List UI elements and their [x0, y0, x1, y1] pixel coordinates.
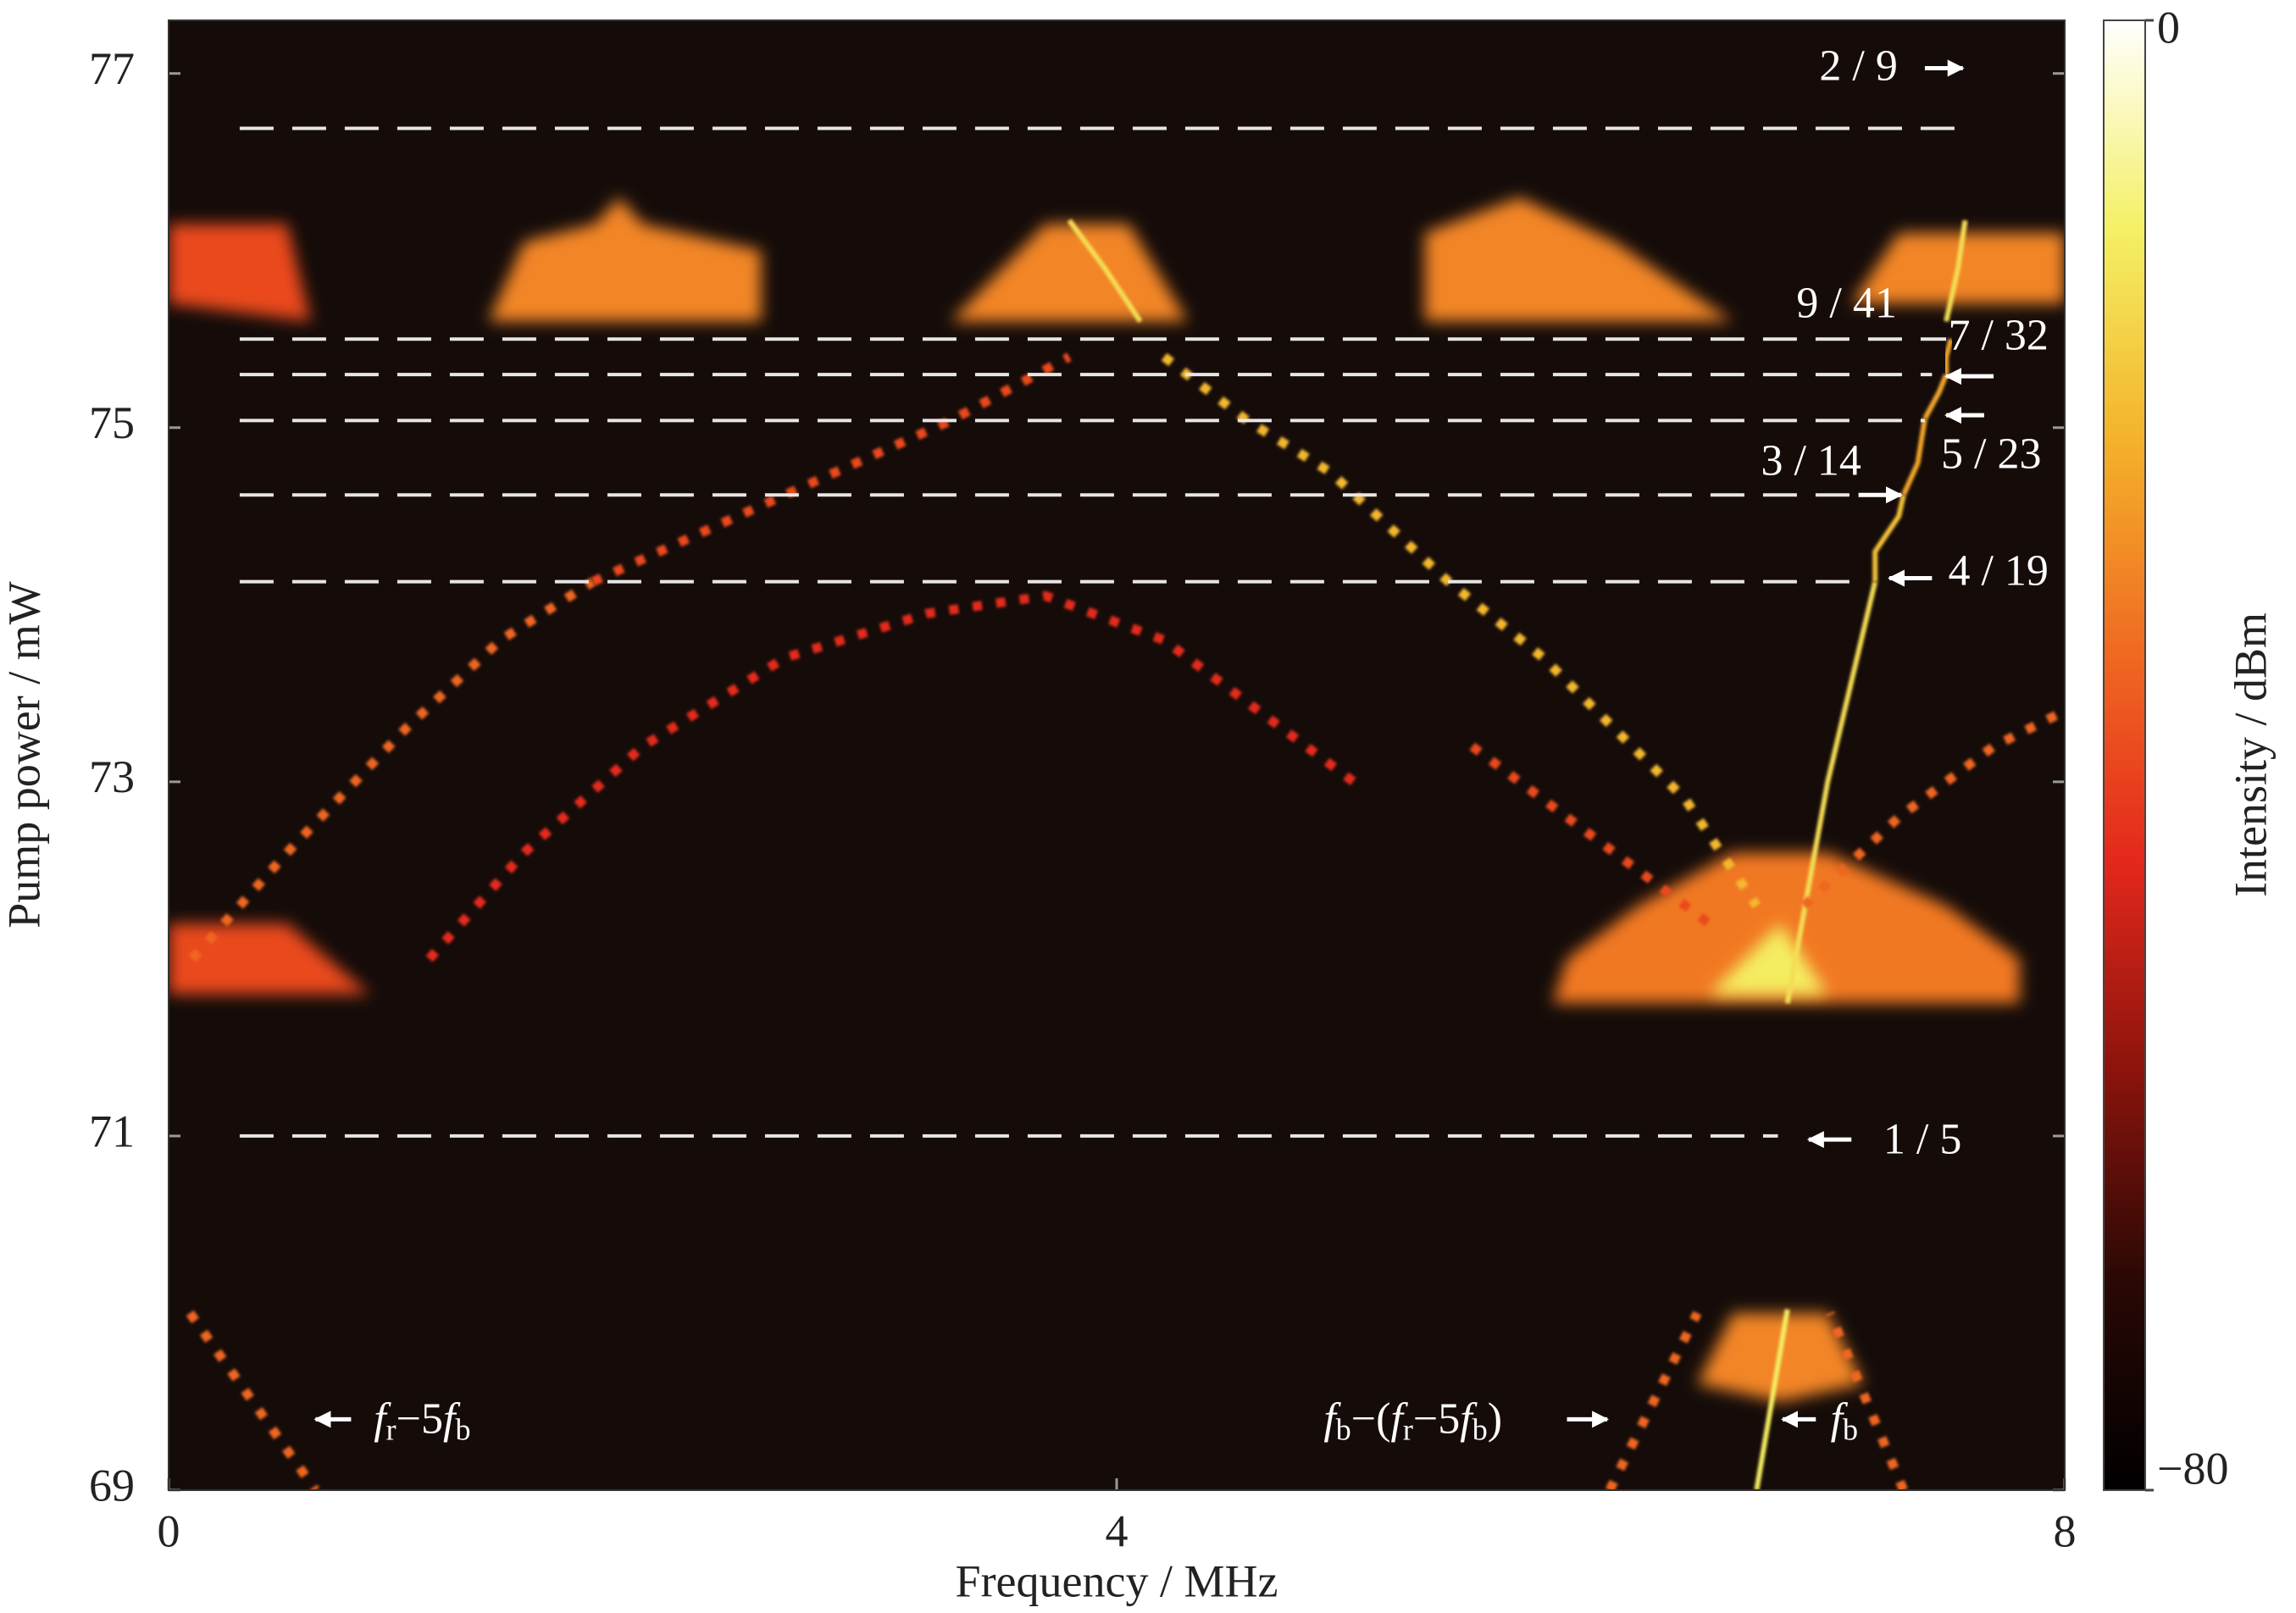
- spectral-trace: [1825, 1311, 1908, 1490]
- spectral-trace: [1754, 1309, 1790, 1490]
- x-axis-title: Frequency / MHz: [956, 1555, 1278, 1606]
- annotation-part: r: [1403, 1413, 1413, 1447]
- intensity-region: [488, 197, 762, 322]
- y-tick-label: 69: [89, 1460, 135, 1510]
- y-tick-label: 73: [89, 751, 135, 802]
- spectral-trace: [1944, 219, 1968, 323]
- annotation: 9 / 41: [1796, 280, 1896, 328]
- plot-area: [169, 20, 2065, 1490]
- annotation: 4 / 19: [1948, 546, 2048, 595]
- annotation-part: 4 / 19: [1948, 546, 2048, 595]
- intensity-region: [169, 923, 370, 995]
- spectral-trace: [1800, 707, 2065, 910]
- annotation: 2 / 9: [1819, 42, 1897, 90]
- annotation-part: −(: [1351, 1395, 1391, 1444]
- y-tick-label: 77: [89, 43, 135, 94]
- annotation: 1 / 5: [1883, 1115, 1961, 1163]
- y-tick-label: 75: [89, 397, 135, 448]
- spectral-trace: [1901, 418, 1927, 496]
- y-axis-title: Pump power / mW: [0, 581, 49, 928]
- spectral-trace: [188, 577, 596, 962]
- x-tick-label: 0: [158, 1505, 180, 1556]
- spectral-trace: [1872, 494, 1906, 582]
- annotation-part: 7 / 32: [1948, 311, 2048, 359]
- colorbar-tick-label: −80: [2157, 1443, 2228, 1494]
- intensity-region: [169, 224, 311, 322]
- intensity-region: [1709, 923, 1828, 995]
- annotation: 7 / 32: [1948, 311, 2048, 359]
- annotation-part: ): [1488, 1395, 1502, 1444]
- annotation: 3 / 14: [1761, 437, 1861, 485]
- spectral-trace: [1784, 580, 1878, 1004]
- x-tick-label: 8: [2054, 1505, 2077, 1556]
- y-tick-label: 71: [89, 1106, 135, 1156]
- colorbar-tick-label: 0: [2157, 2, 2180, 53]
- intensity-region: [1424, 197, 1733, 322]
- annotation-part: −5: [1413, 1395, 1460, 1444]
- annotation-part: b: [455, 1413, 470, 1447]
- annotation-part: 1 / 5: [1883, 1115, 1961, 1163]
- spectral-trace: [591, 352, 1072, 586]
- spectral-trace: [425, 590, 1357, 962]
- annotation-part: r: [386, 1413, 397, 1447]
- colorbar: [2103, 19, 2146, 1491]
- annotation: 5 / 23: [1941, 430, 2041, 478]
- spectral-trace: [1605, 1311, 1702, 1490]
- annotation-part: b: [1472, 1413, 1488, 1447]
- plot-frame: [168, 19, 2066, 1491]
- intensity-region: [951, 224, 1188, 322]
- annotation-part: b: [1843, 1413, 1858, 1447]
- spectral-trace: [1067, 219, 1143, 324]
- spectral-trace: [1161, 352, 1761, 909]
- annotation-part: −5: [397, 1395, 443, 1444]
- colorbar-title: Intensity / dBm: [2225, 612, 2276, 897]
- annotation-part: 2 / 9: [1819, 42, 1897, 90]
- x-tick-label: 4: [1106, 1505, 1129, 1556]
- annotation-part: 9 / 41: [1796, 280, 1896, 328]
- annotation-part: 5 / 23: [1941, 430, 2041, 478]
- annotation-part: b: [1336, 1413, 1351, 1447]
- spectral-trace: [1922, 373, 1949, 420]
- annotation-part: 3 / 14: [1761, 437, 1861, 485]
